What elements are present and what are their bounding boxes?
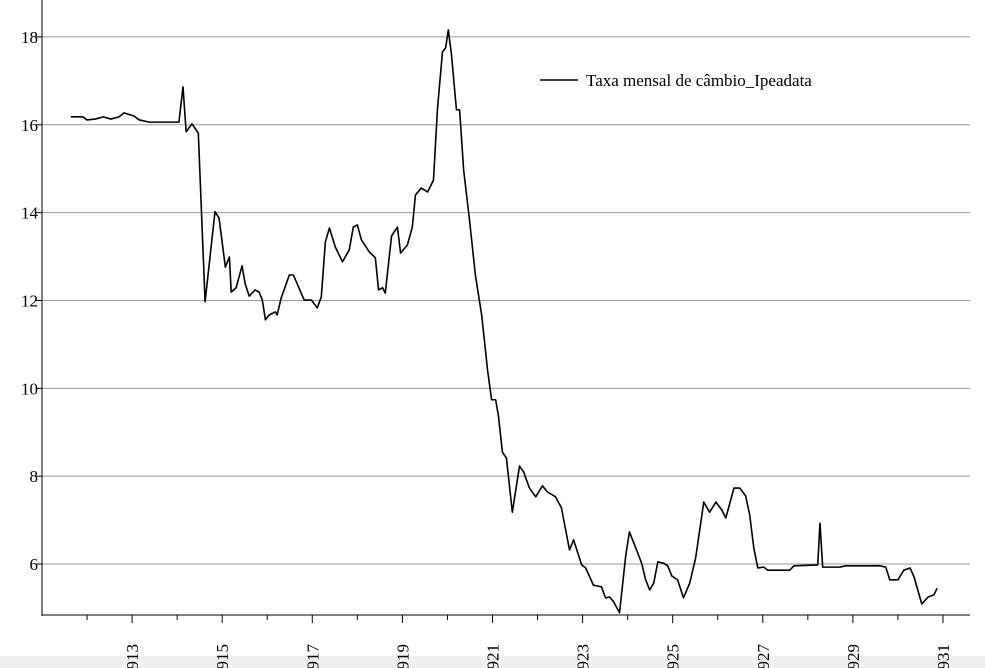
x-tick-label: 1917 bbox=[303, 644, 322, 668]
x-tick-label: 1913 bbox=[123, 644, 142, 668]
y-tick-label: 8 bbox=[30, 467, 39, 486]
bottom-strip bbox=[0, 656, 985, 668]
x-tick-label: 1925 bbox=[664, 644, 683, 668]
x-tick-label: 1915 bbox=[213, 644, 232, 668]
y-tick-label: 14 bbox=[21, 204, 39, 223]
series-line bbox=[70, 29, 938, 614]
grid bbox=[42, 36, 970, 565]
y-tick-label: 16 bbox=[21, 116, 38, 135]
y-tick-label: 10 bbox=[21, 379, 38, 398]
x-tick-label: 1931 bbox=[934, 644, 953, 668]
x-tick-label: 1927 bbox=[754, 644, 773, 668]
y-tick-label: 18 bbox=[21, 28, 38, 47]
y-tick-label: 6 bbox=[30, 555, 39, 574]
x-tick-label: 1923 bbox=[574, 644, 593, 668]
x-tick-label: 1929 bbox=[844, 644, 863, 668]
x-tick-label: 1919 bbox=[393, 644, 412, 668]
x-tick-label: 1921 bbox=[483, 644, 502, 668]
legend-label: Taxa mensal de câmbio_Ipeadata bbox=[586, 71, 812, 90]
plot bbox=[70, 29, 938, 614]
y-tick-label: 12 bbox=[21, 291, 38, 310]
